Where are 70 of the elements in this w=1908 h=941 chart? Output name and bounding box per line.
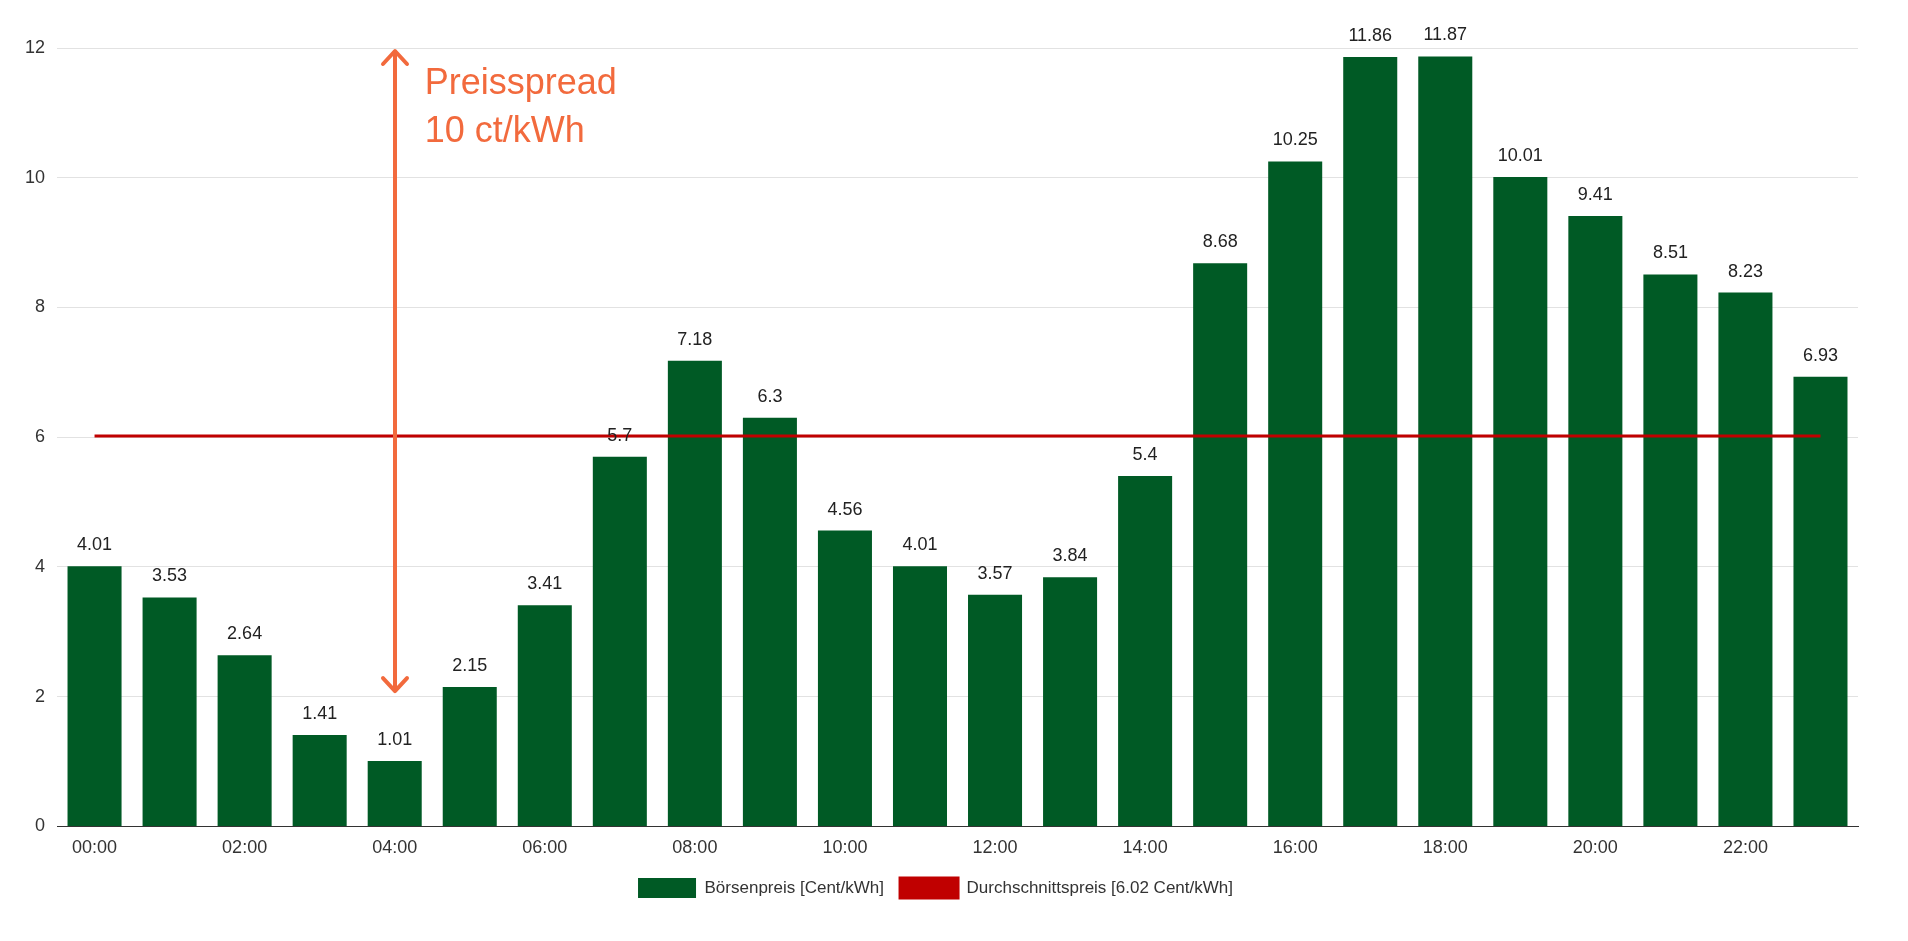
bar (1718, 292, 1773, 826)
bar (817, 530, 872, 826)
x-tick-label: 06:00 (522, 837, 568, 858)
bar (1118, 476, 1173, 826)
legend-label: Durchschnittspreis [6.02 Cent/kWh] (966, 877, 1233, 897)
bar (1418, 56, 1473, 826)
bar (742, 417, 797, 826)
data-label: 8.51 (1652, 242, 1688, 263)
bar (1493, 177, 1548, 826)
data-label: 8.68 (1202, 231, 1238, 252)
x-tick-label: 08:00 (672, 837, 718, 858)
bar (667, 360, 722, 826)
bar (1343, 57, 1398, 826)
x-tick-label: 02:00 (222, 837, 268, 858)
x-tick-label: 12:00 (972, 837, 1018, 858)
data-label: 9.41 (1577, 183, 1613, 204)
x-tick-label: 04:00 (372, 837, 418, 858)
data-label: 7.18 (677, 328, 713, 349)
data-label: 10.01 (1497, 145, 1543, 166)
data-label: 3.41 (527, 573, 563, 594)
bar (1043, 577, 1098, 826)
data-label: 6.93 (1802, 344, 1838, 365)
bar (1643, 274, 1698, 826)
x-tick-label: 22:00 (1722, 837, 1768, 858)
x-tick-label: 20:00 (1572, 837, 1618, 858)
bar (968, 594, 1023, 826)
data-label: 5.4 (1132, 444, 1158, 465)
y-tick-label: 8 (35, 296, 46, 317)
bar (217, 655, 272, 826)
data-label: 3.57 (977, 562, 1013, 583)
bar (592, 456, 647, 826)
bar (517, 605, 572, 826)
data-label: 1.01 (377, 728, 413, 749)
data-label: 1.41 (302, 702, 338, 723)
bar (292, 734, 347, 826)
x-tick-label: 18:00 (1422, 837, 1468, 858)
data-label: 11.87 (1423, 24, 1468, 45)
data-label: 10.25 (1272, 129, 1318, 150)
y-tick-label: 6 (35, 426, 46, 447)
annotation: Preisspread (424, 60, 617, 104)
data-label: 8.23 (1727, 260, 1763, 281)
data-label: 2.64 (227, 623, 263, 644)
data-label: 11.86 (1348, 25, 1393, 46)
bar (367, 760, 422, 826)
x-tick-label: 14:00 (1122, 837, 1168, 858)
bar (1793, 376, 1848, 826)
bar (442, 686, 497, 826)
y-tick-label: 12 (24, 36, 46, 57)
bar (142, 597, 197, 826)
data-label: 3.53 (152, 565, 188, 586)
bar (1568, 216, 1623, 826)
data-label: 4.56 (827, 498, 863, 519)
data-label: 2.15 (452, 654, 488, 675)
y-tick-label: 0 (35, 815, 46, 836)
annotation: 10 ct/kWh (424, 108, 586, 152)
bar (892, 566, 948, 826)
data-label: 4.01 (77, 534, 113, 555)
bar (1193, 263, 1248, 826)
y-tick-label: 10 (24, 166, 46, 187)
legend-label: Börsenpreis [Cent/kWh] (704, 877, 885, 897)
data-label: 3.84 (1052, 545, 1088, 566)
bar (1268, 161, 1323, 826)
x-tick-label: 16:00 (1272, 837, 1318, 858)
y-tick-label: 4 (35, 555, 46, 576)
bar (67, 566, 122, 826)
data-label: 6.3 (757, 385, 783, 406)
data-label: 4.01 (902, 534, 938, 555)
x-tick-label: 10:00 (822, 837, 868, 858)
y-tick-label: 2 (35, 685, 46, 706)
x-tick-label: 00:00 (72, 837, 118, 858)
